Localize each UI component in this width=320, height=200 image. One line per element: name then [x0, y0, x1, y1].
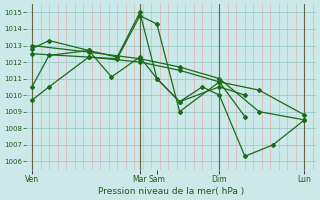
X-axis label: Pression niveau de la mer( hPa ): Pression niveau de la mer( hPa ): [98, 187, 244, 196]
